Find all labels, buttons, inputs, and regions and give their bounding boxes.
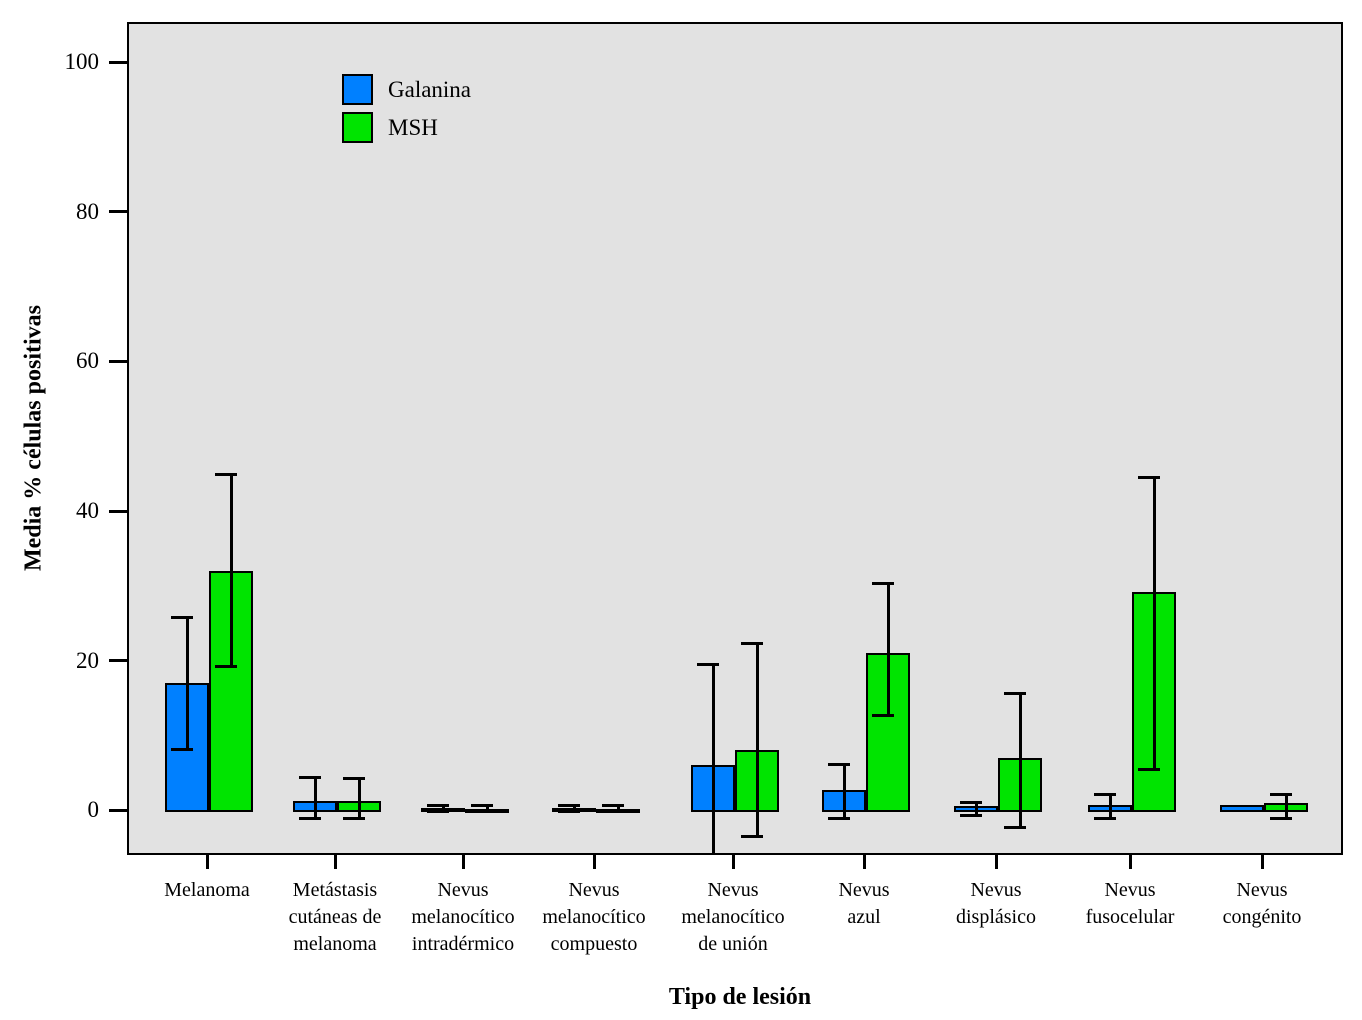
x-category-label-5: Nevus azul: [838, 879, 890, 928]
errorbar-galanina-2-cap-top: [427, 803, 449, 807]
x-category-label-6: Nevus displásico: [956, 879, 1036, 928]
errorbar-msh-2-cap-bottom: [471, 809, 493, 813]
errorbar-galanina-3-cap-top: [558, 803, 580, 807]
x-tick-5: [862, 855, 866, 869]
msh-swatch: [342, 112, 373, 143]
plot-area: Galanina MSH: [127, 22, 1343, 855]
x-category-label-1: Metástasis cutáneas de melanoma: [288, 879, 382, 955]
x-axis-title: Tipo de lesión: [668, 984, 812, 1010]
errorbar-msh-5-cap-top: [872, 581, 894, 585]
x-tick-3: [592, 855, 596, 869]
legend-item-galanina: Galanina: [342, 74, 471, 105]
errorbar-msh-8-line: [1284, 794, 1288, 819]
y-tick-60: [109, 359, 127, 363]
errorbar-msh-6-line: [1018, 693, 1022, 828]
x-category-label-3: Nevus melanocítico compuesto: [542, 879, 646, 955]
errorbar-galanina-7-line: [1108, 794, 1112, 819]
errorbar-galanina-1-line: [313, 777, 317, 819]
x-category-label-7: Nevus fusocelular: [1085, 879, 1175, 928]
y-tick-label-100: 100: [64, 49, 100, 75]
errorbar-msh-6-cap-bottom: [1004, 825, 1026, 829]
errorbar-galanina-5-cap-bottom: [828, 817, 850, 821]
x-tick-8: [1260, 855, 1264, 869]
errorbar-galanina-6-cap-bottom: [960, 814, 982, 818]
errorbar-msh-3-line: [616, 805, 620, 812]
legend: Galanina MSH: [342, 74, 471, 143]
x-tick-7: [1128, 855, 1132, 869]
errorbar-galanina-3-cap-bottom: [558, 809, 580, 813]
bar-galanina-8: [1220, 805, 1264, 813]
x-category-label-4: Nevus melanocítico de unión: [681, 879, 785, 955]
galanina-swatch: [342, 74, 373, 105]
errorbar-msh-1-cap-bottom: [343, 817, 365, 821]
errorbar-galanina-5-line: [842, 764, 846, 819]
errorbar-galanina-3-line: [572, 805, 576, 812]
x-category-label-2: Nevus melanocítico intradérmico: [411, 879, 515, 955]
errorbar-msh-7-line: [1152, 477, 1156, 770]
errorbar-msh-0-line: [229, 474, 233, 667]
errorbar-msh-1-line: [357, 778, 361, 819]
errorbar-msh-2-cap-top: [471, 803, 493, 807]
errorbar-galanina-5-cap-top: [828, 762, 850, 766]
y-tick-label-40: 40: [76, 498, 99, 524]
errorbar-msh-0-cap-bottom: [215, 664, 237, 668]
errorbar-msh-0-cap-top: [215, 472, 237, 476]
legend-label-msh: MSH: [388, 114, 438, 140]
x-tick-2: [461, 855, 465, 869]
errorbar-msh-1-cap-top: [343, 776, 365, 780]
y-tick-label-20: 20: [76, 647, 99, 673]
x-category-label-0: Melanoma: [164, 879, 250, 901]
errorbar-galanina-2-cap-bottom: [427, 809, 449, 813]
y-tick-100: [109, 60, 127, 64]
errorbar-msh-4-cap-top: [741, 642, 763, 646]
errorbar-msh-6-cap-top: [1004, 692, 1026, 696]
errorbar-galanina-0-cap-bottom: [171, 747, 193, 751]
errorbar-msh-4-cap-bottom: [741, 834, 763, 838]
errorbar-msh-5-cap-bottom: [872, 714, 894, 718]
errorbar-msh-5-line: [886, 583, 890, 716]
x-category-label-8: Nevus congénito: [1222, 879, 1302, 928]
errorbar-galanina-7-cap-top: [1094, 792, 1116, 796]
errorbar-msh-3-cap-bottom: [602, 809, 624, 813]
errorbar-msh-8-cap-top: [1270, 792, 1292, 796]
errorbar-galanina-0-cap-top: [171, 616, 193, 620]
errorbar-msh-3-cap-top: [602, 803, 624, 807]
x-tick-6: [994, 855, 998, 869]
errorbar-msh-7-cap-bottom: [1138, 768, 1160, 771]
errorbar-msh-4-line: [755, 643, 759, 837]
errorbar-galanina-1-cap-top: [299, 776, 321, 780]
errorbar-galanina-1-cap-bottom: [299, 817, 321, 821]
y-tick-label-60: 60: [76, 348, 99, 374]
errorbar-galanina-4-line: [711, 664, 715, 853]
y-axis-title: Media % células positivas: [20, 304, 47, 572]
y-tick-label-80: 80: [76, 198, 99, 224]
errorbar-galanina-6-cap-top: [960, 800, 982, 804]
errorbar-galanina-0-line: [185, 617, 189, 750]
legend-item-msh: MSH: [342, 112, 471, 143]
errorbar-galanina-4-cap-top: [697, 663, 719, 667]
errorbar-msh-2-line: [485, 805, 489, 812]
errorbar-galanina-7-cap-bottom: [1094, 817, 1116, 821]
y-tick-40: [109, 509, 127, 513]
x-tick-1: [333, 855, 337, 869]
y-tick-80: [109, 210, 127, 214]
errorbar-galanina-6-line: [974, 802, 978, 816]
y-tick-label-0: 0: [87, 797, 100, 823]
y-tick-0: [109, 808, 127, 812]
x-tick-4: [731, 855, 735, 869]
legend-label-galanina: Galanina: [388, 76, 472, 102]
errorbar-msh-8-cap-bottom: [1270, 816, 1292, 820]
x-tick-0: [205, 855, 209, 869]
y-tick-20: [109, 659, 127, 663]
errorbar-galanina-2-line: [441, 805, 445, 812]
errorbar-msh-7-cap-top: [1138, 475, 1160, 479]
